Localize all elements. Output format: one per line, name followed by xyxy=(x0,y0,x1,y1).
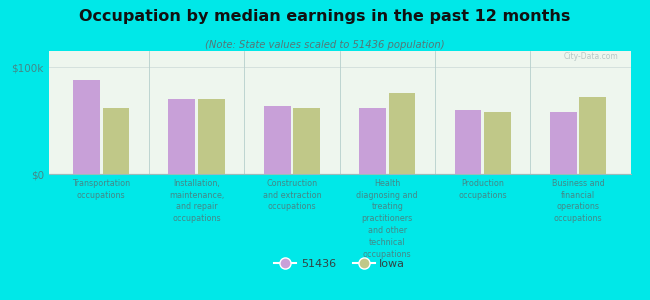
Legend: 51436, Iowa: 51436, Iowa xyxy=(270,254,410,273)
Bar xyxy=(580,97,606,174)
Bar xyxy=(198,99,225,174)
Bar xyxy=(293,108,320,174)
Text: Occupation by median earnings in the past 12 months: Occupation by median earnings in the pas… xyxy=(79,9,571,24)
Text: City-Data.com: City-Data.com xyxy=(564,52,619,61)
Bar xyxy=(484,112,511,174)
Bar xyxy=(389,93,415,174)
Bar xyxy=(359,108,386,174)
Text: (Note: State values scaled to 51436 population): (Note: State values scaled to 51436 popu… xyxy=(205,40,445,50)
Bar xyxy=(103,108,129,174)
Bar xyxy=(550,112,577,174)
Bar xyxy=(73,80,99,174)
Bar xyxy=(454,110,481,174)
Bar xyxy=(264,106,291,174)
Bar xyxy=(168,99,195,174)
